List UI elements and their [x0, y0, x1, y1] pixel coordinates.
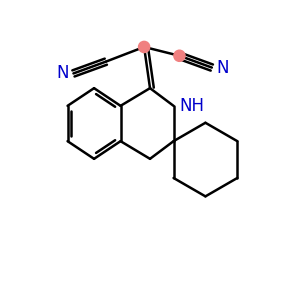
Text: N: N [216, 58, 229, 76]
Circle shape [174, 50, 185, 61]
Text: NH: NH [179, 97, 204, 115]
Text: N: N [56, 64, 69, 82]
Circle shape [139, 41, 150, 52]
